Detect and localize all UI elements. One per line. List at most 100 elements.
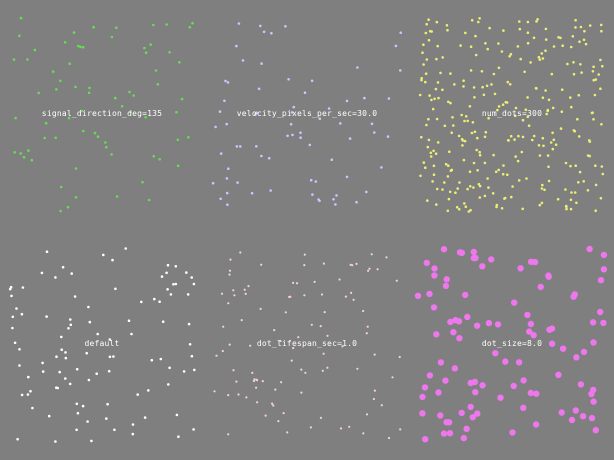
dot xyxy=(546,108,550,112)
dot xyxy=(435,117,439,121)
dot xyxy=(414,292,422,299)
dot xyxy=(67,327,70,330)
dot xyxy=(67,116,71,120)
dot xyxy=(474,34,477,38)
dot xyxy=(551,131,554,135)
dot xyxy=(425,22,428,26)
dot xyxy=(458,409,465,417)
dot xyxy=(95,372,98,375)
dot xyxy=(599,58,602,62)
dot xyxy=(352,298,355,301)
dot xyxy=(239,251,242,254)
dot xyxy=(571,35,575,38)
dot xyxy=(437,359,445,366)
dot xyxy=(569,198,573,202)
dot xyxy=(486,177,489,180)
dot xyxy=(431,265,438,272)
dot xyxy=(550,72,554,76)
dot xyxy=(128,90,131,94)
dot xyxy=(311,193,314,196)
dot xyxy=(540,187,544,190)
dot xyxy=(322,352,325,355)
dot xyxy=(471,121,475,124)
dot-field xyxy=(213,251,402,440)
dot xyxy=(319,325,322,328)
dot xyxy=(421,384,429,391)
dot xyxy=(45,250,49,253)
dot xyxy=(245,396,248,399)
dot xyxy=(299,136,302,139)
dot xyxy=(88,86,91,90)
dot xyxy=(422,161,426,164)
dot xyxy=(82,129,85,133)
dot xyxy=(270,31,273,35)
dot xyxy=(537,55,541,59)
dot xyxy=(249,344,252,347)
dot xyxy=(149,43,152,46)
dot xyxy=(341,345,344,348)
dot xyxy=(75,428,78,432)
dot xyxy=(472,86,476,89)
dot xyxy=(254,113,257,116)
dot xyxy=(540,52,544,55)
dot xyxy=(588,154,591,158)
dot xyxy=(564,161,568,165)
dot xyxy=(570,105,573,109)
dot xyxy=(510,382,517,390)
dot xyxy=(493,92,497,96)
dot-field xyxy=(414,245,608,443)
dot xyxy=(571,291,578,298)
dot xyxy=(458,249,466,257)
dot xyxy=(318,117,322,120)
dot xyxy=(559,345,567,352)
dot xyxy=(434,152,438,155)
dot xyxy=(261,380,264,383)
dot xyxy=(13,151,16,154)
dot xyxy=(429,155,433,158)
dot xyxy=(478,153,482,157)
dot xyxy=(105,417,108,420)
dot xyxy=(87,378,91,382)
dot xyxy=(456,187,459,190)
dot xyxy=(508,55,511,58)
dot xyxy=(187,136,190,139)
dot xyxy=(228,343,231,346)
dot xyxy=(590,339,597,346)
dot xyxy=(289,295,292,298)
dot xyxy=(450,168,454,172)
dot xyxy=(188,25,192,29)
dot xyxy=(535,87,538,90)
dot xyxy=(584,42,588,46)
dot xyxy=(473,96,476,99)
dot xyxy=(75,402,79,406)
dot xyxy=(259,24,262,28)
dot xyxy=(449,101,452,105)
dot xyxy=(319,416,322,419)
dot xyxy=(373,131,376,134)
dot xyxy=(166,288,169,291)
dot xyxy=(13,341,17,345)
dot xyxy=(576,117,579,121)
dot xyxy=(350,291,353,294)
dot xyxy=(186,293,190,296)
dot xyxy=(51,70,55,73)
dot xyxy=(538,203,542,207)
dot xyxy=(11,315,15,319)
dot xyxy=(93,131,97,135)
dot xyxy=(594,209,597,212)
dot xyxy=(436,141,440,144)
dot xyxy=(592,427,599,434)
dot xyxy=(551,106,555,110)
dot xyxy=(180,97,184,101)
dot xyxy=(41,370,45,373)
dot xyxy=(223,99,226,103)
dot xyxy=(580,71,583,74)
dot xyxy=(228,273,231,276)
dot xyxy=(367,269,370,272)
dot xyxy=(418,93,422,97)
dot xyxy=(509,134,513,138)
dot xyxy=(472,186,475,189)
dot xyxy=(426,372,434,379)
dot xyxy=(509,52,513,56)
dot xyxy=(574,18,577,22)
